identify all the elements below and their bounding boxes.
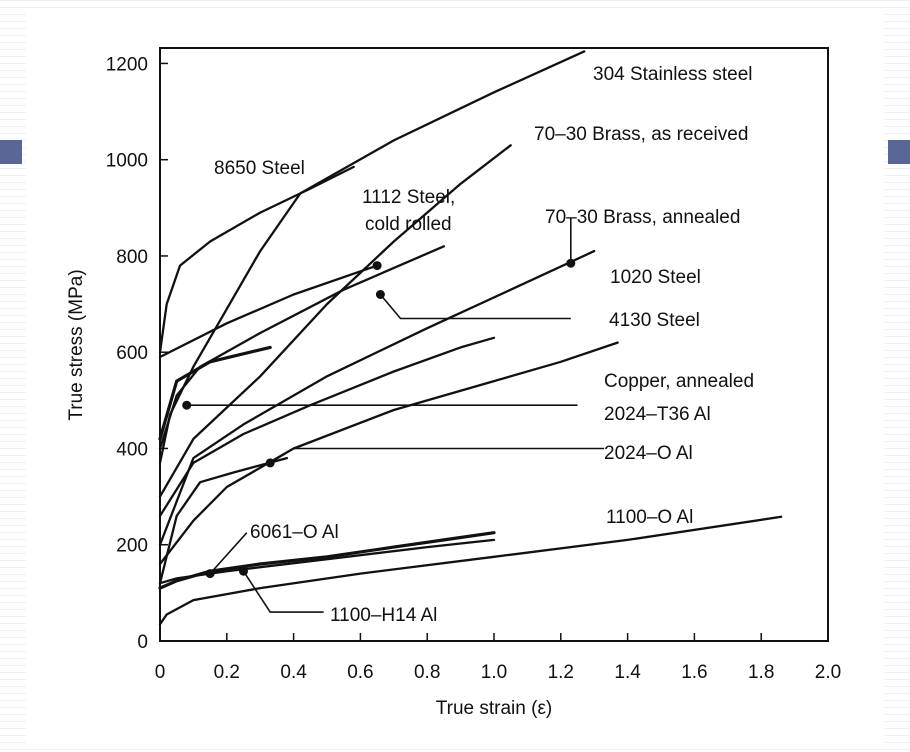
annotation-copper-annealed: Copper, annealed [604, 371, 754, 392]
curve-304-stainless-steel [158, 50, 586, 465]
annotation-70-30-brass-as-received: 70–30 Brass, as received [534, 124, 748, 145]
x-axis-label: True strain (ε) [436, 698, 553, 719]
leader-1100-h14-al [242, 570, 324, 613]
curve-copper-annealed [158, 341, 619, 566]
x-tick-label: 0.8 [414, 662, 440, 683]
y-tick-label: 1200 [106, 54, 148, 75]
annotation-304-stainless-steel: 304 Stainless steel [593, 64, 753, 85]
curve-6061-o-al [158, 531, 496, 590]
curve-70-30-brass-as-received [158, 144, 512, 498]
x-tick-label: 0.6 [347, 662, 373, 683]
x-tick-label: 0 [155, 662, 166, 683]
y-tick-label: 400 [116, 439, 148, 460]
y-axis-label: True stress (MPa) [66, 269, 87, 420]
curves-layer [158, 50, 783, 626]
slide-accent-bar-right [888, 140, 910, 164]
curve-4130-steel [158, 345, 272, 441]
annotation-1100-h14-al: 1100–H14 Al [330, 605, 437, 626]
x-tick-label: 1.4 [614, 662, 641, 683]
curve-1100-h14-al [158, 538, 496, 585]
annotation-1020-steel: 1020 Steel [610, 267, 701, 288]
leader-2024-o-al [269, 447, 605, 464]
x-tick-label: 1.2 [548, 662, 574, 683]
x-tick-label: 0.2 [214, 662, 240, 683]
y-tick-label: 1000 [106, 151, 148, 172]
x-tick-label: 1.8 [748, 662, 774, 683]
curve-70-30-brass-annealed [158, 249, 596, 546]
annotation-6061-o-al: 6061–O Al [250, 522, 339, 543]
y-tick-label: 600 [116, 343, 148, 364]
annotation-8650-steel: 8650 Steel [214, 158, 305, 179]
curve-2024-o-al [158, 456, 289, 585]
y-tick-label: 800 [116, 247, 148, 268]
y-tick-label: 200 [116, 536, 148, 557]
y-tick-label: 0 [137, 632, 148, 653]
x-tick-label: 0.4 [280, 662, 307, 683]
curve-1020-steel [158, 245, 446, 450]
marker-1112-steel-cold-rolled [372, 261, 382, 271]
slide-accent-bar-left [0, 140, 22, 164]
annotation-4130-steel: 4130 Steel [609, 310, 700, 331]
annotation-1100-o-al: 1100–O Al [606, 507, 693, 528]
leaders-layer [186, 217, 605, 613]
x-tick-label: 2.0 [815, 662, 841, 683]
curve-1100-o-al [158, 515, 783, 626]
x-tick-label: 1.6 [681, 662, 707, 683]
annotation-2024-o-al: 2024–O Al [604, 443, 693, 464]
x-tick-label: 1.0 [481, 662, 507, 683]
leader-6061-o-al [209, 532, 248, 575]
annotation-70-30-brass-annealed: 70–30 Brass, annealed [545, 207, 740, 228]
leader-4130-steel [379, 293, 571, 320]
figure-panel [26, 10, 884, 745]
curve-1112-steel-cold-rolled [158, 264, 379, 359]
annotation-1112-steel: 1112 Steel, [362, 187, 455, 208]
annotation-2024-t36-al: 2024–T36 Al [604, 404, 711, 425]
ticks-layer: 0 0.2 0.4 0.6 0.8 1.0 1.2 1.4 1.6 1.8 2.0 0 200 400 60… [106, 54, 841, 683]
annotation-cold-rolled: cold rolled [365, 214, 452, 235]
curve-8650-steel [158, 165, 355, 354]
annotations-layer: 304 Stainless steel 70–30 Brass, as recei… [214, 64, 754, 626]
